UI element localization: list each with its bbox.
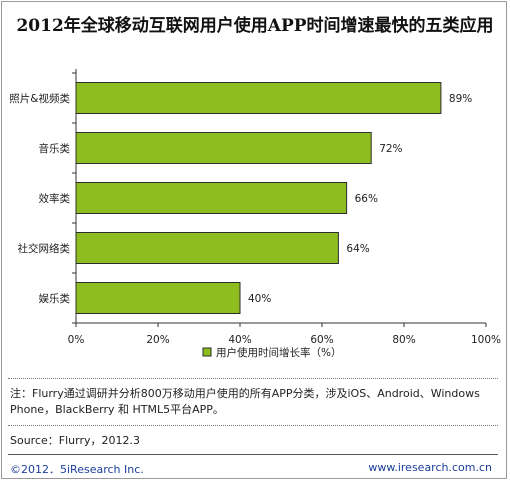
x-tick-label: 20% bbox=[146, 334, 169, 346]
value-label: 40% bbox=[248, 293, 271, 305]
legend-swatch bbox=[202, 347, 212, 357]
source-text: Source：Flurry，2012.3 bbox=[10, 434, 140, 447]
bar bbox=[75, 282, 241, 314]
bar bbox=[75, 232, 339, 264]
value-label: 64% bbox=[346, 243, 369, 255]
divider-middle bbox=[8, 425, 498, 426]
category-label: 社交网络类 bbox=[18, 242, 71, 255]
footnote: 注：Flurry通过调研并分析800万移动用户使用的所有APP分类，涉及iOS、… bbox=[10, 387, 480, 416]
value-label: 72% bbox=[379, 143, 402, 155]
legend-label: 用户使用时间增长率（%） bbox=[216, 346, 341, 359]
x-tick-label: 40% bbox=[228, 334, 251, 346]
bar bbox=[75, 82, 442, 114]
category-label: 音乐类 bbox=[39, 142, 71, 155]
x-tick-label: 80% bbox=[392, 334, 415, 346]
divider-bottom bbox=[8, 454, 498, 455]
category-label: 娱乐类 bbox=[39, 292, 71, 305]
divider-top bbox=[8, 378, 498, 379]
category-label: 效率类 bbox=[39, 192, 71, 205]
website-link[interactable]: www.iresearch.com.cn bbox=[368, 461, 492, 474]
copyright-text: ©2012．5iResearch Inc. bbox=[10, 463, 144, 476]
bar bbox=[75, 182, 348, 214]
value-label: 89% bbox=[449, 93, 472, 105]
value-label: 66% bbox=[355, 193, 378, 205]
x-tick-label: 60% bbox=[310, 334, 333, 346]
chart-title: 2012年全球移动互联网用户使用APP时间增速最快的五类应用 bbox=[16, 16, 494, 36]
x-tick-label: 100% bbox=[471, 334, 501, 346]
x-tick-label: 0% bbox=[68, 334, 85, 346]
bar bbox=[75, 132, 372, 164]
category-label: 照片&视频类 bbox=[9, 92, 70, 105]
